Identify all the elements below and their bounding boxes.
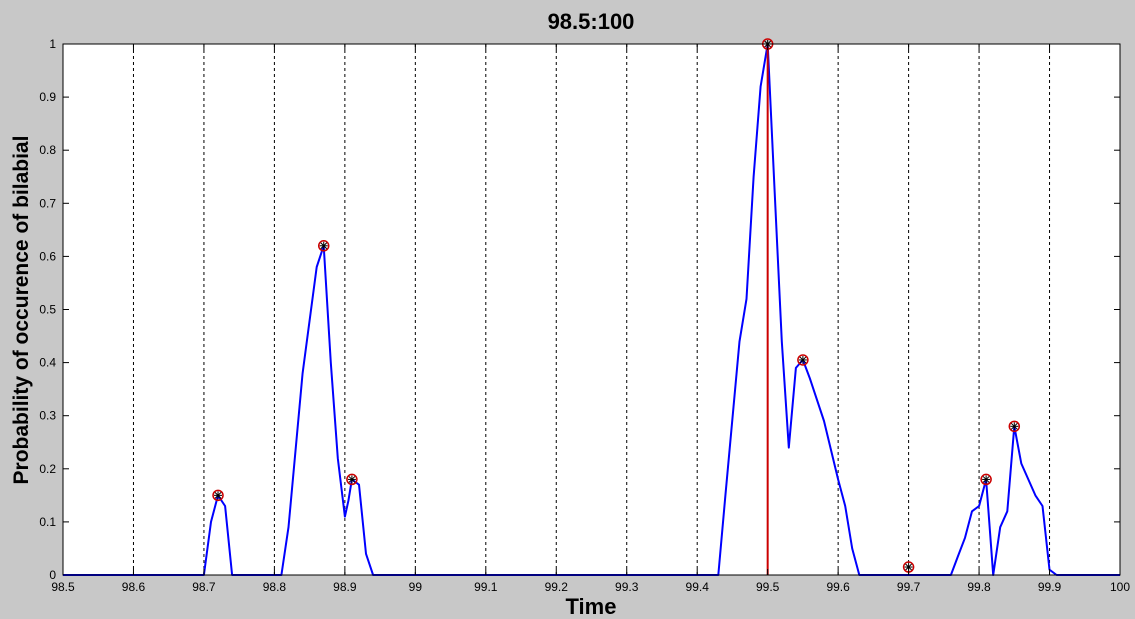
y-tick-label: 0.4 bbox=[39, 356, 56, 370]
x-tick-label: 99.4 bbox=[686, 580, 710, 594]
x-tick-label: 99 bbox=[409, 580, 423, 594]
y-tick-label: 0.7 bbox=[39, 196, 56, 210]
y-tick-label: 0.1 bbox=[39, 515, 56, 529]
x-tick-label: 98.9 bbox=[333, 580, 357, 594]
plot-area bbox=[63, 44, 1120, 575]
y-tick-label: 0.8 bbox=[39, 143, 56, 157]
y-tick-labels: 0 0.1 0.2 0.3 0.4 0.5 0.6 0.7 0.8 0.9 1 bbox=[39, 37, 56, 582]
y-axis-label: Probability of occurence of bilabial bbox=[10, 136, 33, 485]
y-tick-label: 1 bbox=[49, 37, 56, 51]
x-tick-label: 99.3 bbox=[615, 580, 639, 594]
x-axis-label: Time bbox=[566, 594, 617, 619]
x-tick-label: 99.1 bbox=[474, 580, 498, 594]
x-tick-label: 98.8 bbox=[263, 580, 287, 594]
x-tick-label: 99.8 bbox=[967, 580, 991, 594]
series-layer bbox=[63, 38, 1120, 576]
chart-title: 98.5:100 bbox=[548, 9, 635, 34]
y-tick-label: 0.6 bbox=[39, 249, 56, 263]
peak-marker bbox=[317, 240, 330, 252]
x-tick-label: 99.7 bbox=[897, 580, 921, 594]
y-tick-label: 0.5 bbox=[39, 303, 56, 317]
x-tick-labels: 98.5 98.6 98.7 98.8 98.9 99 99.1 99.2 99.3 99.4 99… bbox=[51, 580, 1130, 594]
y-tick-label: 0.9 bbox=[39, 90, 56, 104]
peak-marker bbox=[346, 473, 358, 486]
x-tick-label: 99.2 bbox=[545, 580, 569, 594]
x-tick-label: 99.9 bbox=[1038, 580, 1062, 594]
peak-marker bbox=[1008, 420, 1021, 433]
x-tick-label: 99.5 bbox=[756, 580, 780, 594]
series-line bbox=[63, 43, 1120, 576]
peak-marker bbox=[980, 473, 992, 486]
x-tick-label: 98.5 bbox=[51, 580, 75, 594]
y-tick-label: 0 bbox=[49, 568, 56, 582]
y-tick-label: 0.2 bbox=[39, 462, 56, 476]
x-tick-label: 100 bbox=[1110, 580, 1130, 594]
x-tick-label: 98.7 bbox=[192, 580, 216, 594]
peak-marker bbox=[212, 489, 224, 502]
peak-marker bbox=[797, 354, 809, 366]
x-tick-label: 99.6 bbox=[826, 580, 850, 594]
peak-marker bbox=[902, 561, 915, 573]
y-tick-label: 0.3 bbox=[39, 409, 56, 423]
x-tick-label: 98.6 bbox=[122, 580, 146, 594]
plot-frame bbox=[62, 43, 1121, 576]
